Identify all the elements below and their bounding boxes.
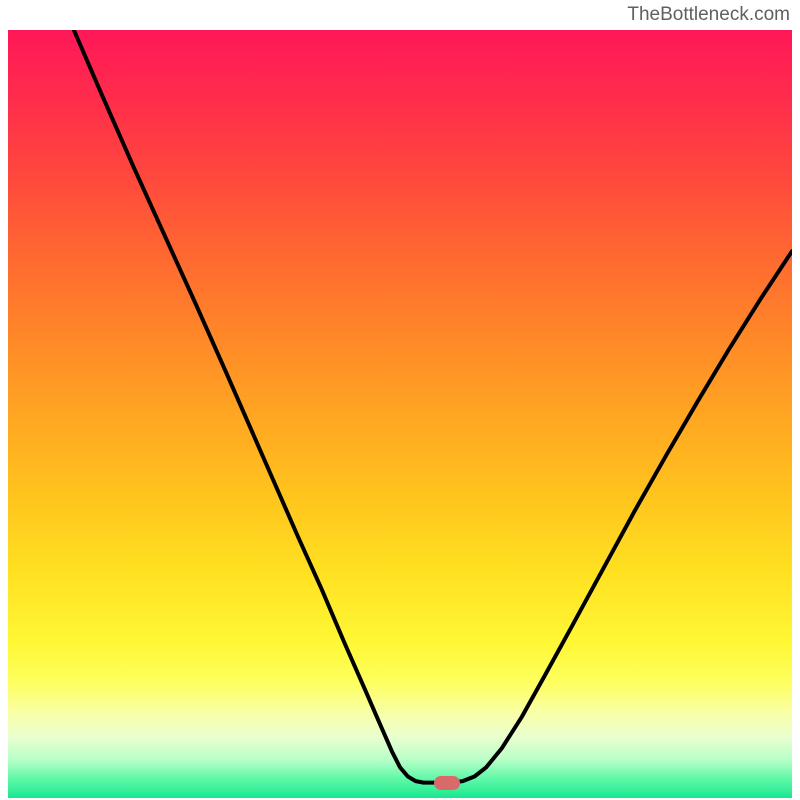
chart-marker [434, 776, 460, 790]
chart-curve [8, 30, 792, 798]
watermark-text: TheBottleneck.com [627, 4, 790, 26]
chart-plot-area [8, 30, 792, 798]
